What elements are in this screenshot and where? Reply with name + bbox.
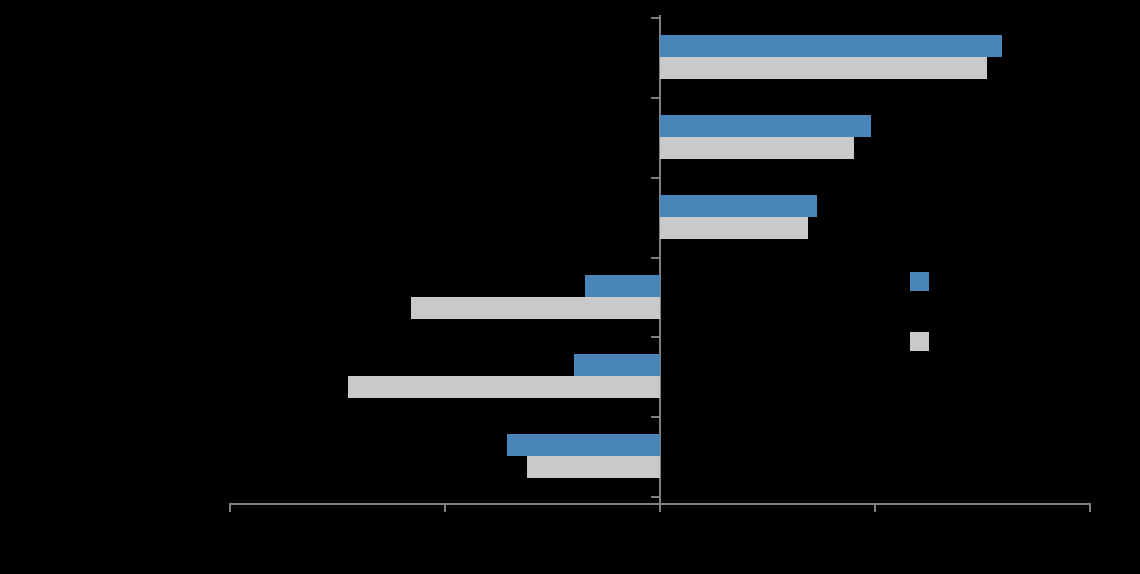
bar-blue-1 <box>660 114 871 137</box>
bar-gray-3 <box>410 296 660 319</box>
y-axis-tick-0 <box>651 17 659 19</box>
x-axis-tick-4 <box>1089 503 1091 512</box>
y-axis-tick-4 <box>651 336 659 339</box>
x-axis-tick-1 <box>444 503 446 512</box>
y-axis-tick-5 <box>651 416 659 419</box>
bar-blue-4 <box>574 354 660 377</box>
bar-gray-2 <box>660 216 809 239</box>
legend-swatch-gray <box>910 332 929 351</box>
bar-gray-0 <box>660 57 987 79</box>
bar-blue-0 <box>660 35 1002 57</box>
bar-blue-3 <box>584 274 660 297</box>
bar-gray-4 <box>348 376 660 399</box>
y-axis-tick-1 <box>651 96 659 99</box>
legend-swatch-blue <box>910 272 929 291</box>
y-axis-tick-6 <box>651 496 659 498</box>
bar-blue-2 <box>660 194 817 217</box>
bar-gray-5 <box>526 456 660 479</box>
x-axis-tick-3 <box>874 503 876 512</box>
y-axis-tick-3 <box>651 256 659 259</box>
x-axis-tick-0 <box>229 503 231 512</box>
bar-gray-1 <box>660 136 854 159</box>
y-axis-tick-2 <box>651 176 659 179</box>
x-axis-tick-2 <box>659 503 661 512</box>
bar-blue-5 <box>507 434 660 457</box>
y-axis-line <box>659 15 661 503</box>
